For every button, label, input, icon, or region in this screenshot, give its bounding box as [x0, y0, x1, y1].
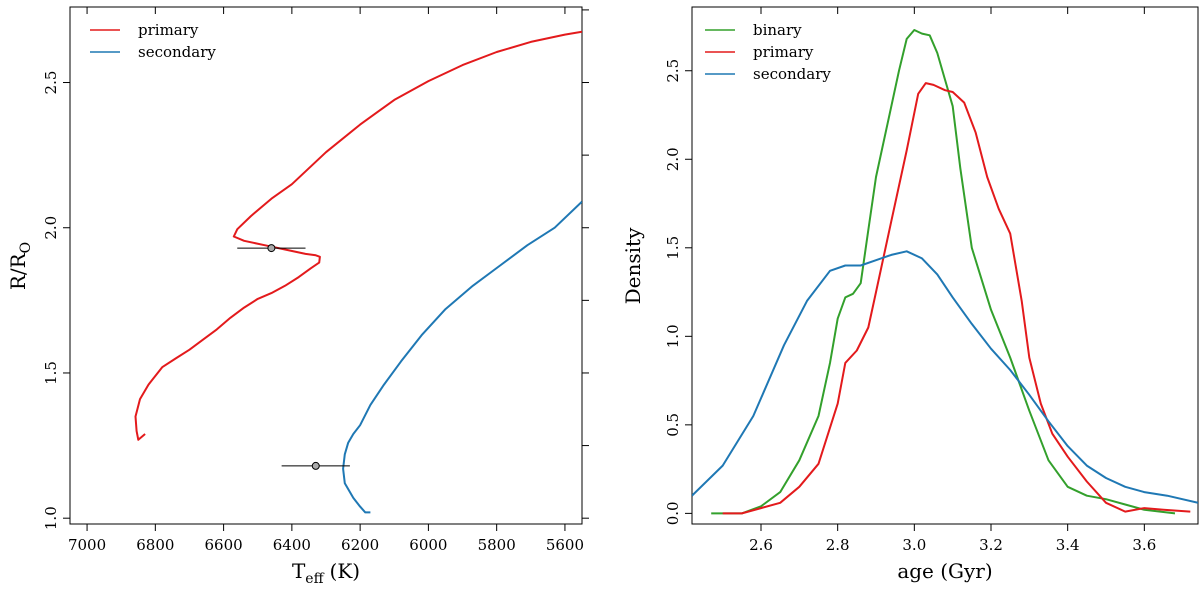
- p1-xtick-label-4: 3.4: [1056, 536, 1080, 554]
- left-xlabel-main: T: [292, 559, 306, 583]
- left-series-group: [134, 30, 582, 514]
- right-plot-frame: [691, 6, 1199, 525]
- primary-obs-point: [267, 244, 276, 253]
- p1-ytick-label-0: 0.0: [664, 501, 682, 525]
- left-panel-hr-diagram: 7000 6800 6600 6400 6200 6000 5800 5600 1.0 1.5 2.…: [6, 6, 589, 587]
- p0-ytick-label-0: 1.0: [42, 506, 60, 530]
- p1-xtick-label-2: 3.0: [902, 536, 926, 554]
- left-axis-ticks: 7000 6800 6600 6400 6200 6000 5800 5600 1.0 1.5 2.…: [42, 7, 589, 554]
- p1-legend-label-binary: binary: [753, 21, 802, 39]
- left-xlabel: Teff (K): [292, 559, 360, 587]
- left-xlabel-sub: eff: [305, 571, 324, 587]
- p1-ytick-label-5: 2.5: [664, 59, 682, 83]
- p0-xtick-label-3: 6400: [273, 536, 311, 554]
- left-ylabel: R/RO: [6, 242, 34, 290]
- left-plot-frame: [69, 6, 583, 525]
- p0-legend-label-secondary: secondary: [138, 43, 216, 61]
- p0-xtick-label-1: 6800: [136, 536, 174, 554]
- p1-ytick-label-3: 1.5: [664, 236, 682, 260]
- left-ylabel-sub: O: [18, 242, 34, 253]
- p0-ytick-label-3: 2.5: [42, 71, 60, 95]
- right-panel-age-density: 2.6 2.8 3.0 3.2 3.4 3.6 0.0 0.5 1.0 1.5 2.0 2.5 bin…: [621, 6, 1199, 583]
- p1-series-secondary: [692, 250, 1198, 504]
- right-ylabel: Density: [621, 227, 645, 304]
- p1-legend-label-primary: primary: [753, 43, 814, 61]
- right-axis-ticks: 2.6 2.8 3.0 3.2 3.4 3.6 0.0 0.5 1.0 1.5 2.0 2.5: [664, 7, 1156, 554]
- p1-legend-label-secondary: secondary: [753, 65, 831, 83]
- p0-legend-label-primary: primary: [138, 21, 199, 39]
- p1-series-primary: [722, 82, 1191, 515]
- p1-ytick-label-1: 0.5: [664, 413, 682, 437]
- p1-ytick-label-4: 2.0: [664, 147, 682, 171]
- p0-xtick-label-6: 5800: [478, 536, 516, 554]
- p1-xtick-label-3: 3.2: [979, 536, 1003, 554]
- p1-series-binary: [711, 29, 1176, 515]
- p0-series-primary: [134, 30, 582, 441]
- p0-series-secondary: [342, 200, 582, 514]
- p1-xtick-label-1: 2.8: [826, 536, 850, 554]
- p0-ytick-label-1: 1.5: [42, 361, 60, 385]
- right-xlabel: age (Gyr): [897, 559, 992, 583]
- right-legend: binary primary secondary: [705, 21, 831, 83]
- left-legend: primary secondary: [90, 21, 216, 61]
- p1-ytick-label-2: 1.0: [664, 324, 682, 348]
- right-series-group: [692, 29, 1198, 515]
- p0-xtick-label-0: 7000: [68, 536, 106, 554]
- left-ylabel-main: R/R: [6, 252, 30, 290]
- p0-xtick-label-7: 5600: [546, 536, 584, 554]
- secondary-obs-point: [311, 461, 320, 470]
- p1-xtick-label-5: 3.6: [1132, 536, 1156, 554]
- left-xlabel-unit: (K): [330, 559, 361, 583]
- left-observations: [237, 244, 350, 470]
- p0-xtick-label-2: 6600: [205, 536, 243, 554]
- p1-xtick-label-0: 2.6: [749, 536, 773, 554]
- p0-xtick-label-4: 6200: [341, 536, 379, 554]
- p0-xtick-label-5: 6000: [409, 536, 447, 554]
- p0-ytick-label-2: 2.0: [42, 216, 60, 240]
